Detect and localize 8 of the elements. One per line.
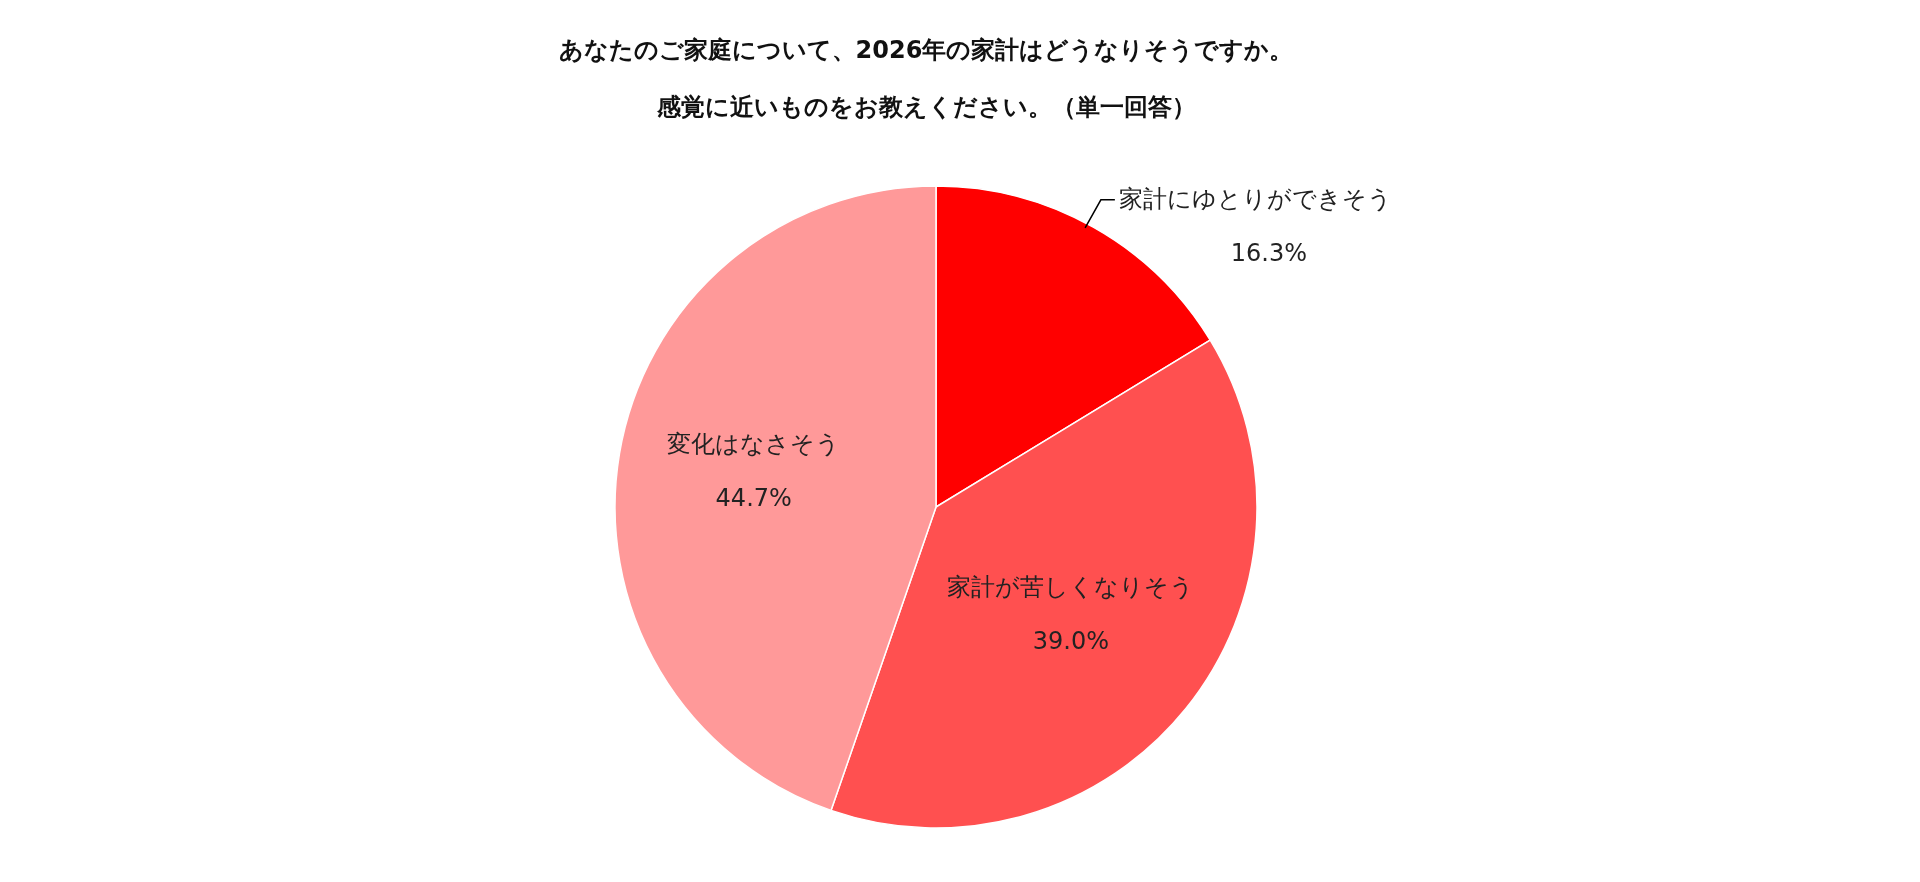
data-label: 16.3% bbox=[1230, 238, 1307, 267]
chart-subtitle: 感覚に近いものをお教えください。（単一回答） bbox=[655, 92, 1197, 123]
slice-label: 家計が苦しくなりそう bbox=[947, 572, 1195, 601]
data-label: 44.7% bbox=[715, 484, 792, 513]
data-label: 39.0% bbox=[1032, 626, 1110, 655]
slice-label: 家計にゆとりができそう bbox=[1118, 184, 1392, 213]
slice-label: 変化はなさそう bbox=[667, 430, 841, 459]
chart-title: あなたのご家庭について、2026年の家計はどうなりそうですか。 bbox=[557, 35, 1295, 66]
